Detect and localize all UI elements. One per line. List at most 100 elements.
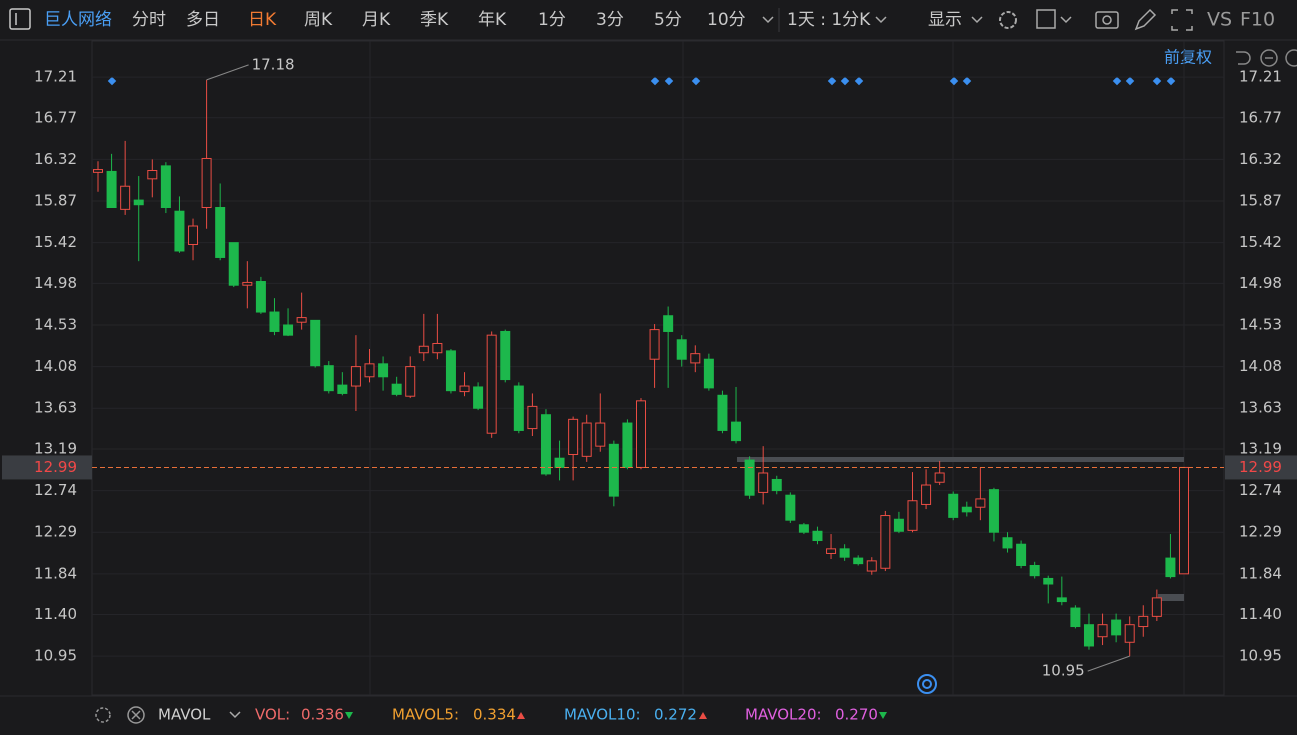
y-tick-label: 11.84 (34, 564, 77, 582)
indicator-settings[interactable] (95, 707, 111, 723)
period-tab[interactable]: 周K (304, 10, 333, 30)
y-tick-label: 15.42 (34, 233, 77, 251)
y-tick-label-right: 17.21 (1239, 68, 1282, 86)
last-price-box (1225, 455, 1297, 480)
low-pointer (1087, 655, 1130, 672)
y-tick-label-right: 13.63 (1239, 399, 1282, 417)
candle-body (975, 498, 986, 508)
candle-body (174, 210, 185, 252)
indicator-value: 0.270 (835, 706, 878, 724)
indicator-value: 0.272 (654, 706, 697, 724)
candle-body (961, 506, 972, 513)
search-icon[interactable] (917, 674, 937, 694)
candle-body (120, 185, 131, 210)
candle-body (405, 366, 416, 397)
candle-body (378, 363, 389, 378)
candle-body (527, 405, 538, 430)
search-icon-inner (922, 679, 932, 689)
indicator-label: MAVOL10: (564, 706, 641, 724)
y-tick-label: 14.08 (34, 357, 77, 375)
y-tick-label-right: 10.95 (1239, 647, 1282, 665)
indicator-name[interactable]: MAVOL (158, 706, 211, 724)
y-tick-label-right: 11.40 (1239, 605, 1282, 623)
trend-arrow (699, 712, 707, 719)
candle-body (663, 315, 674, 332)
candle-body (771, 478, 782, 492)
y-tick-label: 17.21 (34, 68, 77, 86)
candle-body (1138, 615, 1149, 628)
candle-body (1016, 543, 1027, 566)
drawn-level-line[interactable] (1158, 594, 1184, 601)
candle-body (473, 386, 484, 409)
candle-body (934, 472, 945, 483)
compare-button[interactable]: VS (1207, 9, 1232, 31)
reset-icon[interactable] (1236, 51, 1251, 65)
candle-body (731, 421, 742, 442)
chevron[interactable] (971, 16, 983, 24)
candle-body (690, 353, 701, 364)
candle-body (133, 199, 144, 206)
y-tick-label-right: 16.32 (1239, 150, 1282, 168)
period-tab[interactable]: 5分 (654, 10, 682, 30)
period-tab[interactable]: 分时 (132, 10, 166, 30)
candle-body (758, 472, 769, 493)
indicator-close[interactable] (127, 706, 145, 724)
chevron[interactable] (875, 16, 887, 24)
chevron[interactable] (762, 16, 774, 24)
candle-body (1165, 557, 1176, 578)
candle-body (188, 225, 199, 246)
candle-body (269, 311, 280, 332)
y-tick-label-right: 12.29 (1239, 523, 1282, 541)
candle-body (106, 170, 117, 209)
candle-body (608, 443, 619, 497)
draw-icon[interactable] (1134, 8, 1157, 31)
period-tab[interactable]: 年K (478, 10, 507, 30)
period-tab[interactable]: 月K (362, 10, 391, 30)
candle-body (839, 548, 850, 558)
period-tab[interactable]: 1分 (538, 10, 566, 30)
candle-body (676, 339, 687, 360)
indicator-values: VOL: 0.336 MAVOL5: 0.334 MAVOL10: 0.272 MAVOL2… (255, 706, 887, 724)
adjust-mode[interactable]: 前复权 (1164, 48, 1212, 67)
camera-icon[interactable] (1095, 11, 1119, 29)
fullscreen-icon[interactable] (1171, 9, 1193, 31)
zoom-in-icon[interactable] (1285, 49, 1297, 67)
chevron[interactable] (229, 711, 241, 719)
period-tab[interactable]: 3分 (596, 10, 624, 30)
candle-body (988, 489, 999, 533)
candle-body (93, 169, 103, 173)
y-tick-label-right: 15.42 (1239, 233, 1282, 251)
f10-button[interactable]: F10 (1240, 9, 1275, 31)
candle-body (1056, 597, 1067, 603)
camera-lens (1102, 15, 1112, 25)
layout-icon[interactable] (1036, 9, 1056, 29)
period-tab[interactable]: 10分 (707, 10, 746, 30)
period-tab[interactable]: 多日 (186, 10, 220, 30)
y-tick-label-right: 14.08 (1239, 357, 1282, 375)
chevron[interactable] (1060, 16, 1072, 24)
event-marker[interactable] (107, 76, 117, 86)
zoom-out-icon[interactable] (1260, 49, 1278, 67)
stock-name[interactable]: 巨人网络 (44, 10, 112, 30)
candle-body (948, 493, 959, 518)
menu-icon[interactable] (9, 8, 31, 30)
drawn-level-line[interactable] (737, 457, 1184, 462)
y-tick-label: 10.95 (34, 647, 77, 665)
y-tick-label: 11.40 (34, 605, 77, 623)
interval-select[interactable]: 1天 : 1分K (787, 10, 871, 30)
y-tick-label: 14.53 (34, 315, 77, 333)
candle-body (323, 365, 334, 392)
candle-body (1124, 624, 1135, 643)
candle-body (826, 548, 837, 554)
high-pointer (206, 64, 249, 81)
display-menu[interactable]: 显示 (928, 10, 962, 30)
indicator-label: MAVOL5: (392, 706, 459, 724)
settings-icon[interactable] (999, 11, 1017, 29)
period-tabs: 分时 多日 日K 周K 月K 季K 年K 1分 3分 5分 10分 (132, 10, 746, 30)
indicator-value: 0.334 (473, 706, 516, 724)
period-tab[interactable]: 季K (420, 10, 449, 30)
y-tick-label-right: 15.87 (1239, 192, 1282, 210)
candle-body (242, 281, 253, 286)
period-tab[interactable]: 日K (248, 10, 277, 30)
